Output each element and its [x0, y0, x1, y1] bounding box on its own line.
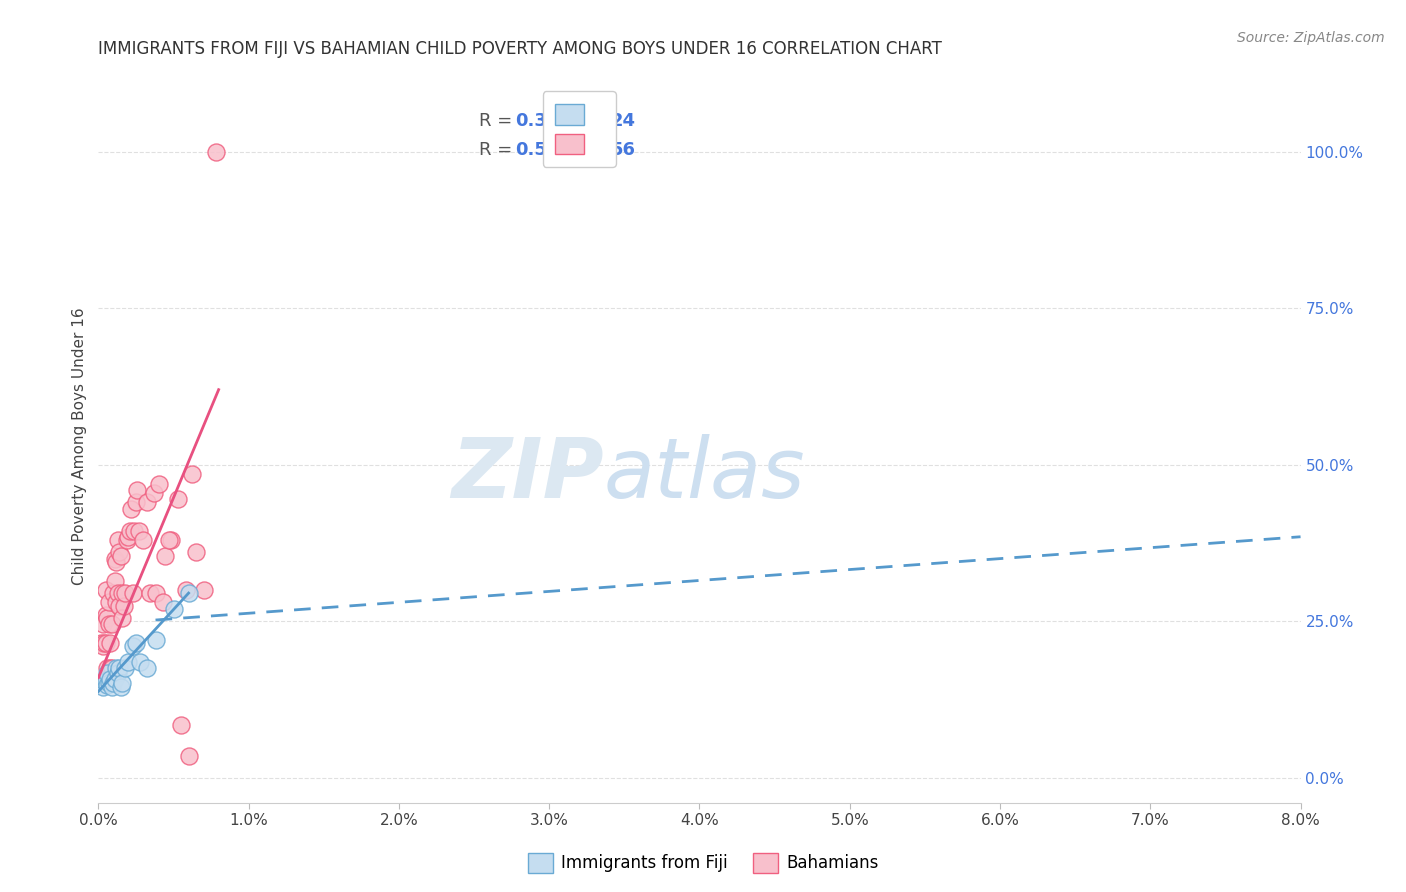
Point [104, 672, 127, 686]
Point [97, 595, 120, 609]
Point [117, 655, 139, 669]
Point [125, 495, 148, 509]
Text: 24: 24 [610, 112, 636, 130]
Point [93, 636, 115, 650]
Point [96, 611, 118, 625]
Point [96, 678, 118, 692]
Point [101, 661, 124, 675]
Point [143, 486, 166, 500]
Point [91, 640, 114, 654]
Text: IMMIGRANTS FROM FIJI VS BAHAMIAN CHILD POVERTY AMONG BOYS UNDER 16 CORRELATION C: IMMIGRANTS FROM FIJI VS BAHAMIAN CHILD P… [98, 40, 942, 58]
Point [90, 636, 112, 650]
Text: 56: 56 [610, 141, 636, 159]
Point [100, 672, 122, 686]
Point [111, 586, 134, 600]
Point [114, 586, 136, 600]
Point [177, 748, 200, 763]
Point [170, 717, 193, 731]
Point [177, 586, 200, 600]
Point [184, 545, 207, 559]
Point [104, 574, 127, 588]
Point [152, 595, 174, 609]
Point [91, 680, 114, 694]
Point [114, 661, 136, 675]
Text: R =: R = [479, 141, 519, 159]
Point [127, 483, 149, 497]
Point [125, 636, 148, 650]
Point [117, 530, 139, 544]
Point [110, 680, 132, 694]
Point [101, 680, 124, 694]
Text: N =: N = [571, 141, 623, 159]
Point [162, 601, 184, 615]
Point [124, 524, 146, 538]
Point [118, 524, 141, 538]
Point [122, 640, 145, 654]
Point [193, 582, 215, 597]
Point [145, 586, 167, 600]
Point [94, 582, 117, 597]
Point [107, 586, 129, 600]
Point [108, 545, 131, 559]
Point [101, 617, 124, 632]
Point [159, 533, 181, 547]
Point [94, 636, 117, 650]
Point [129, 655, 152, 669]
Point [104, 551, 127, 566]
Point [103, 586, 125, 600]
Point [145, 633, 167, 648]
Legend:   ,   : , [543, 91, 616, 167]
Point [135, 495, 157, 509]
Point [91, 617, 114, 632]
Text: 0.387: 0.387 [516, 112, 572, 130]
Point [108, 599, 131, 613]
Point [167, 492, 190, 507]
Point [132, 533, 155, 547]
Y-axis label: Child Poverty Among Boys Under 16: Child Poverty Among Boys Under 16 [72, 307, 87, 585]
Text: N =: N = [571, 112, 623, 130]
Point [180, 467, 202, 482]
Point [96, 661, 118, 675]
Point [105, 661, 128, 675]
Point [204, 145, 226, 159]
Text: atlas: atlas [603, 434, 806, 515]
Text: ZIP: ZIP [451, 434, 603, 515]
Point [148, 476, 170, 491]
Point [174, 582, 197, 597]
Point [111, 611, 134, 625]
Point [111, 675, 134, 690]
Text: R =: R = [479, 112, 519, 130]
Point [121, 501, 143, 516]
Point [100, 661, 122, 675]
Text: Source: ZipAtlas.com: Source: ZipAtlas.com [1237, 31, 1385, 45]
Point [103, 675, 125, 690]
Point [97, 617, 120, 632]
Point [112, 599, 135, 613]
Point [97, 675, 120, 690]
Point [110, 549, 132, 563]
Point [108, 661, 131, 675]
Point [93, 673, 115, 688]
Legend: Immigrants from Fiji, Bahamians: Immigrants from Fiji, Bahamians [522, 847, 884, 880]
Point [107, 533, 129, 547]
Text: 0.526: 0.526 [516, 141, 572, 159]
Point [157, 533, 180, 547]
Point [94, 607, 117, 622]
Point [128, 524, 150, 538]
Point [96, 665, 118, 680]
Point [153, 549, 176, 563]
Point [107, 665, 129, 680]
Point [105, 595, 128, 609]
Point [138, 586, 160, 600]
Point [135, 661, 157, 675]
Point [105, 555, 128, 569]
Point [100, 636, 122, 650]
Point [122, 586, 145, 600]
Point [94, 673, 117, 688]
Point [115, 533, 138, 547]
